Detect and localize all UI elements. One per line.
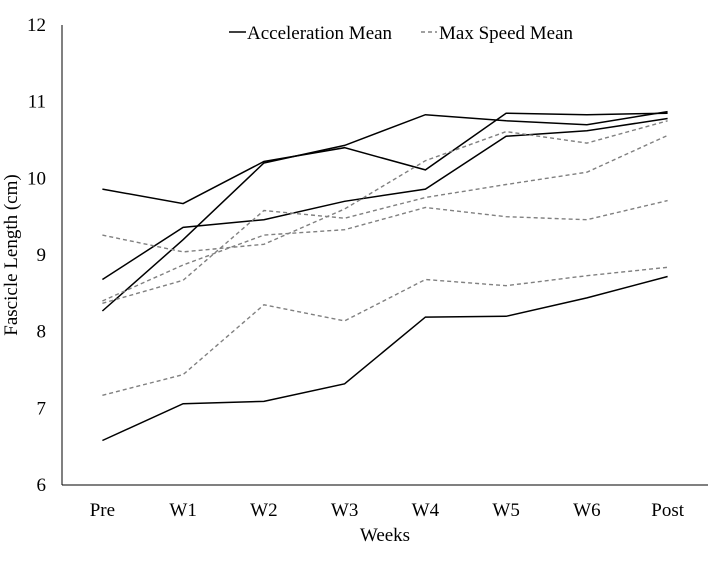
- y-tick-label: 12: [27, 15, 46, 36]
- series-line-max-speed-5: [102, 120, 668, 253]
- x-tick-label: W6: [573, 500, 600, 521]
- x-tick-label: W5: [492, 500, 519, 521]
- y-tick-label: 6: [37, 475, 47, 496]
- series-lines: [101, 110, 668, 442]
- series-line-acceleration-2: [101, 117, 668, 281]
- y-tick-label: 8: [37, 322, 47, 343]
- series-line-acceleration-4: [102, 275, 668, 442]
- y-axis-title: Fascicle Length (cm): [1, 174, 22, 335]
- y-tick-label: 11: [28, 92, 46, 113]
- y-tick-label: 10: [27, 168, 46, 189]
- series-line-max-speed-8: [102, 266, 668, 396]
- x-tick-label: Post: [651, 500, 684, 521]
- series-line-acceleration-1: [102, 112, 668, 205]
- y-tick-label: 9: [37, 245, 47, 266]
- x-tick-label: W3: [331, 500, 358, 521]
- legend: Acceleration Mean Max Speed Mean: [229, 23, 574, 44]
- series-line-max-speed-6: [102, 199, 668, 302]
- legend-item-max-speed-mean: Max Speed Mean: [421, 23, 574, 44]
- series-line-max-speed-7: [102, 134, 668, 304]
- legend-item-acceleration-mean: Acceleration Mean: [229, 23, 393, 44]
- legend-label-max-speed-mean: Max Speed Mean: [439, 23, 574, 44]
- legend-label-acceleration-mean: Acceleration Mean: [247, 23, 393, 44]
- x-tick-label: Pre: [90, 500, 115, 521]
- x-tick-label: W4: [412, 500, 440, 521]
- y-tick-label: 7: [37, 398, 47, 419]
- x-tick-label: W1: [169, 500, 196, 521]
- series-line-acceleration-3: [101, 110, 668, 312]
- tick-labels: 6 7 8 9 10 11 12 Pre W1 W2 W3 W4 W5 W6 Post: [27, 15, 685, 521]
- x-tick-label: W2: [250, 500, 277, 521]
- x-axis-title: Weeks: [360, 525, 410, 546]
